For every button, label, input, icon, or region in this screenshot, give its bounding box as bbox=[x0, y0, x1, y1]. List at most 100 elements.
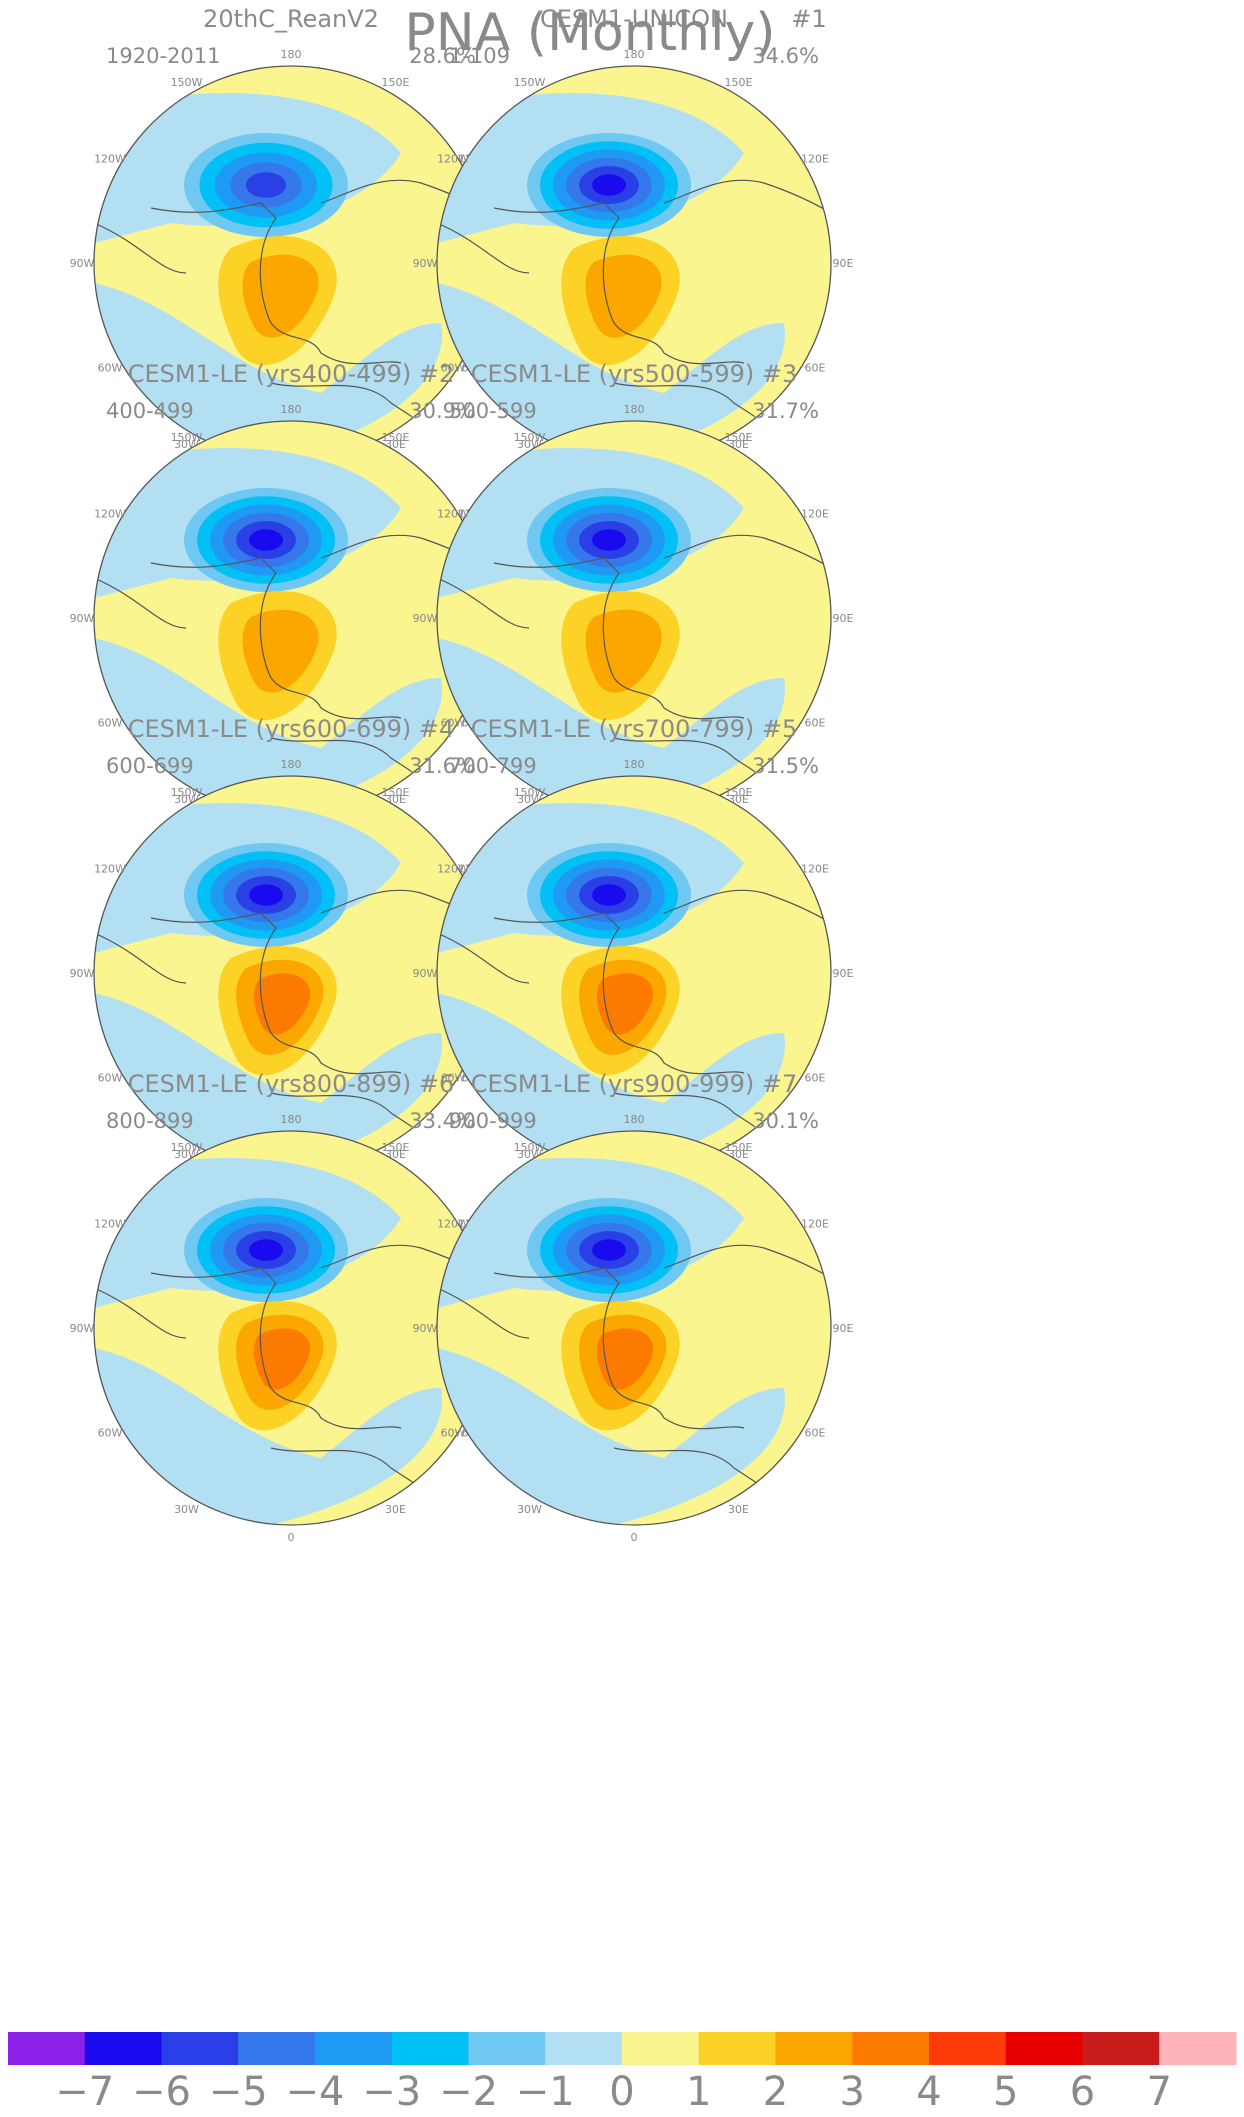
longitude-label: 60E bbox=[805, 717, 826, 730]
panel-period: 1-109 bbox=[449, 44, 510, 68]
colorbar-swatch bbox=[545, 2032, 623, 2065]
map-panel: 180150E120E90E60E30E030W60W90W120W150WCE… bbox=[413, 360, 854, 834]
longitude-label: 180 bbox=[281, 403, 302, 416]
longitude-label: 60W bbox=[98, 362, 123, 375]
negative-zone-atlantic bbox=[94, 283, 442, 460]
panel-period: 900-999 bbox=[449, 1109, 537, 1133]
longitude-label: 180 bbox=[624, 48, 645, 61]
longitude-label: 120W bbox=[94, 508, 126, 521]
colorbar-swatch bbox=[1005, 2032, 1083, 2065]
coastline-siberia bbox=[663, 534, 831, 569]
coastline-pacific bbox=[94, 577, 187, 629]
colorbar-swatch bbox=[8, 2032, 86, 2065]
longitude-label: 90E bbox=[833, 967, 854, 980]
colorbar-tick-label: −1 bbox=[516, 2069, 575, 2113]
colorbar-tick-label: 5 bbox=[993, 2069, 1018, 2113]
longitude-label: 120W bbox=[437, 153, 469, 166]
negative-anomaly-contour bbox=[592, 529, 626, 551]
colorbar-swatch bbox=[929, 2032, 1007, 2065]
colorbar-tick-label: −5 bbox=[209, 2069, 268, 2113]
negative-anomaly-contour bbox=[592, 884, 626, 906]
colorbar-tick-label: 0 bbox=[609, 2069, 634, 2113]
longitude-label: 60E bbox=[805, 1427, 826, 1440]
colorbar-tick-label: 6 bbox=[1070, 2069, 1095, 2113]
colorbar-swatch bbox=[468, 2032, 546, 2065]
longitude-label: 120W bbox=[437, 1218, 469, 1231]
longitude-label: 90W bbox=[413, 1322, 438, 1335]
colorbar-swatch bbox=[238, 2032, 316, 2065]
map-panel: 180150E120E90E60E30E030W60W90W120W150WCE… bbox=[70, 715, 511, 1189]
longitude-label: 120W bbox=[94, 153, 126, 166]
longitude-label: 120E bbox=[801, 863, 829, 876]
longitude-label: 150W bbox=[514, 76, 546, 89]
negative-zone-atlantic bbox=[94, 1348, 442, 1525]
map-panel: 180150E120E90E60E30E030W60W90W120W150WCE… bbox=[70, 1070, 511, 1544]
positive-anomaly-contour bbox=[253, 1328, 311, 1390]
negative-anomaly-contour bbox=[249, 884, 283, 906]
longitude-label: 90W bbox=[70, 612, 95, 625]
coastline-pacific bbox=[94, 1287, 187, 1339]
positive-anomaly-contour bbox=[596, 973, 654, 1035]
panel-title: CESM1-LE (yrs400-499) #2 bbox=[128, 360, 455, 388]
positive-anomaly-contour bbox=[585, 254, 662, 338]
longitude-label: 60E bbox=[805, 362, 826, 375]
longitude-label: 120W bbox=[437, 508, 469, 521]
colorbar-tick-label: −3 bbox=[362, 2069, 421, 2113]
panel-period: 700-799 bbox=[449, 754, 537, 778]
longitude-label: 90W bbox=[413, 257, 438, 270]
panel-number: #1 bbox=[791, 5, 826, 33]
longitude-label: 150E bbox=[725, 431, 753, 444]
longitude-label: 90E bbox=[833, 1322, 854, 1335]
coastline-north-america bbox=[150, 202, 402, 365]
colorbar-tick-label: 2 bbox=[763, 2069, 788, 2113]
panel-title: CESM1-LE (yrs500-599) #3 bbox=[471, 360, 798, 388]
negative-anomaly-contour bbox=[245, 172, 287, 198]
coastline-north-america bbox=[493, 202, 745, 365]
panel-variance: 31.5% bbox=[752, 754, 819, 778]
map-panels: 180 150E 120E 90E 60E 30E 0 30W 60W 90W 120W 150W 20… bbox=[70, 5, 854, 1544]
colorbar-swatch bbox=[391, 2032, 469, 2065]
longitude-label: 150W bbox=[514, 1141, 546, 1154]
longitude-label: 180 bbox=[624, 758, 645, 771]
positive-anomaly-contour bbox=[242, 254, 319, 338]
longitude-label: 150W bbox=[171, 76, 203, 89]
longitude-label: 180 bbox=[281, 1113, 302, 1126]
coastline-pacific bbox=[437, 577, 530, 629]
colorbar-swatch bbox=[84, 2032, 162, 2065]
panel-variance: 30.1% bbox=[752, 1109, 819, 1133]
colorbar-tick-label: 7 bbox=[1147, 2069, 1172, 2113]
negative-anomaly-contour bbox=[249, 529, 283, 551]
colorbar-swatch bbox=[775, 2032, 853, 2065]
coastline-north-america bbox=[493, 912, 745, 1075]
colorbar-swatch bbox=[315, 2032, 393, 2065]
longitude-label: 60W bbox=[441, 1427, 466, 1440]
longitude-label: 150E bbox=[382, 1141, 410, 1154]
longitude-label: 90E bbox=[833, 257, 854, 270]
coastline-north-america bbox=[150, 912, 402, 1075]
panel-period: 800-899 bbox=[106, 1109, 194, 1133]
colorbar-swatch bbox=[1082, 2032, 1160, 2065]
positive-anomaly-contour bbox=[596, 1328, 654, 1390]
longitude-label: 0 bbox=[288, 1531, 295, 1544]
longitude-label: 90W bbox=[413, 967, 438, 980]
colorbar-tick-label: 4 bbox=[916, 2069, 941, 2113]
negative-anomaly-contour bbox=[592, 1239, 626, 1261]
longitude-label: 150E bbox=[382, 431, 410, 444]
panel-title: CESM1-LE (yrs800-899) #6 bbox=[128, 1070, 455, 1098]
colorbar: −7 −6 −5 −4 −3 −2 −1 0 1 2 3 4 5 6 7 bbox=[8, 2032, 1237, 2115]
longitude-label: 30E bbox=[728, 1503, 749, 1516]
positive-anomaly-contour bbox=[253, 973, 311, 1035]
longitude-label: 180 bbox=[624, 1113, 645, 1126]
longitude-label: 30E bbox=[385, 1503, 406, 1516]
longitude-label: 150W bbox=[514, 431, 546, 444]
coastline-north-america bbox=[493, 1267, 745, 1430]
negative-anomaly-contour bbox=[249, 1239, 283, 1261]
longitude-label: 150W bbox=[514, 786, 546, 799]
panel-period: 1920-2011 bbox=[106, 44, 220, 68]
map-panel: 180150E120E90E60E30E030W60W90W120W150WCE… bbox=[413, 715, 854, 1189]
positive-anomaly-contour bbox=[585, 609, 662, 693]
panel-variance: 30.9% bbox=[409, 399, 476, 423]
longitude-label: 180 bbox=[624, 403, 645, 416]
longitude-label: 60W bbox=[98, 717, 123, 730]
longitude-label: 120W bbox=[94, 1218, 126, 1231]
